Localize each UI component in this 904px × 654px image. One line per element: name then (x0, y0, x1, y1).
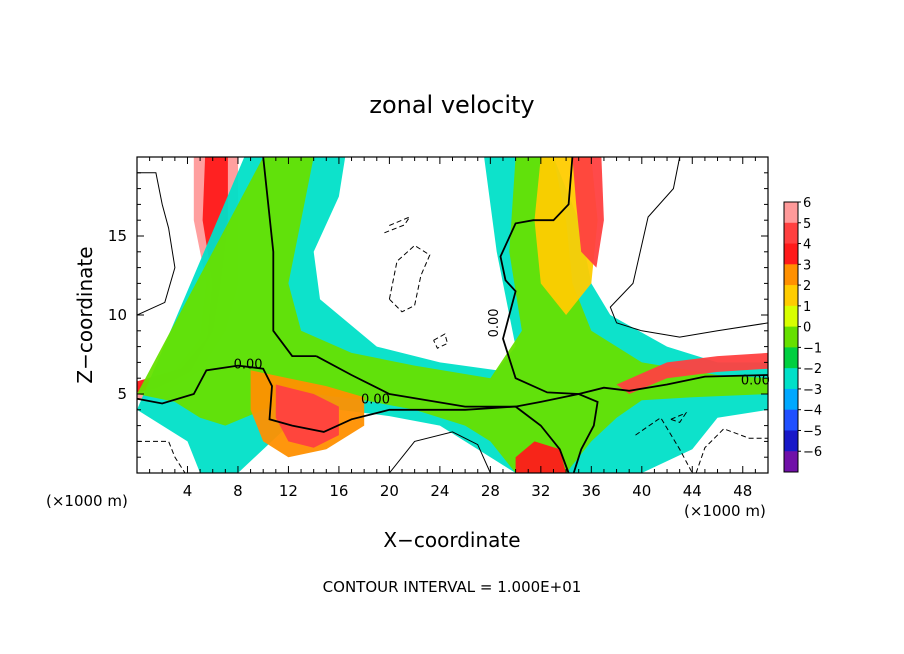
region-bottom-right-hot (515, 441, 567, 473)
x-tick-label: 20 (380, 482, 399, 500)
contour-line-dashed (670, 411, 688, 423)
contour-line-dashed (388, 244, 431, 313)
contour-label: 0.00 (361, 392, 390, 407)
x-tick-label: 16 (329, 482, 348, 500)
contour-line-dashed (137, 440, 186, 473)
contour-line-dashed (433, 333, 449, 349)
contour-label: 0.00 (234, 358, 263, 373)
contour-labels: 0.00 0.00 0.00 0.00 (234, 308, 770, 407)
x-tick-label: 8 (233, 482, 243, 500)
colorbar-label: 6 (803, 196, 811, 211)
contour-interval-note: CONTOUR INTERVAL = 1.000E+01 (323, 578, 582, 596)
colorbar-label: −5 (803, 424, 822, 439)
x-unit-right: (×1000 m) (684, 502, 766, 520)
colorbar-label: −6 (803, 445, 822, 460)
colorbar-swatch (784, 285, 798, 307)
plot-area (137, 157, 768, 473)
y-axis-label: Z−coordinate (73, 246, 97, 383)
colorbar-swatch (784, 451, 798, 473)
x-unit-left: (×1000 m) (46, 492, 128, 510)
x-tick-label: 48 (733, 482, 752, 500)
colorbar-swatch (784, 202, 798, 224)
y-tick-label: 15 (108, 227, 127, 245)
colorbar-label: −3 (803, 383, 822, 398)
colorbar-label: −4 (803, 404, 822, 419)
chart-title: zonal velocity (369, 91, 534, 119)
x-tick-label: 4 (183, 482, 193, 500)
contour-line-thin (137, 172, 176, 316)
colorbar: 6 5 4 3 2 1 0 −1 −2 −3 −4 −5 −6 (783, 196, 822, 473)
x-tick-label: 32 (531, 482, 550, 500)
y-tick-label: 10 (108, 306, 127, 324)
heatmap-fill-layer (137, 157, 768, 473)
contour-line-solid (262, 157, 317, 358)
colorbar-swatch (784, 388, 798, 411)
colorbar-swatch (784, 368, 798, 390)
colorbar-label: −1 (803, 341, 822, 356)
y-axis: 5 10 15 (108, 172, 768, 458)
colorbar-frame (783, 201, 799, 473)
contour-line-thin (609, 157, 768, 338)
contour-line-thin (389, 431, 491, 473)
colorbar-label: 2 (803, 279, 811, 294)
x-tick-label: 28 (481, 482, 500, 500)
region-upper-right-core (572, 157, 604, 268)
contour-line-dashed (384, 215, 411, 234)
colorbar-label: 1 (803, 300, 811, 315)
contour-line-solid (499, 157, 599, 473)
x-tick-label: 40 (632, 482, 651, 500)
contour-lines-layer (137, 157, 768, 473)
colorbar-swatch (784, 222, 798, 245)
x-tick-label: 36 (582, 482, 601, 500)
colorbar-swatch (784, 264, 798, 286)
colorbar-swatch (784, 409, 798, 431)
y-tick-label: 5 (117, 385, 127, 403)
x-axis-label: X−coordinate (383, 528, 520, 552)
x-tick-label: 12 (279, 482, 298, 500)
colorbar-label: 3 (803, 258, 811, 273)
region-left-jet-core (137, 157, 228, 393)
colorbar-label: −2 (803, 362, 822, 377)
colorbar-swatch (784, 347, 798, 369)
x-tick-label: 44 (683, 482, 702, 500)
contour-label: 0.00 (741, 374, 770, 389)
contour-line-dashed (635, 416, 693, 473)
contour-line-dashed (695, 428, 768, 473)
colorbar-swatch (784, 305, 798, 328)
colorbar-swatch (784, 430, 798, 452)
colorbar-label: 4 (803, 238, 811, 253)
colorbar-swatch (784, 326, 798, 348)
region-right-jet (616, 352, 768, 394)
contour-line-solid (315, 355, 768, 408)
x-tick-label: 24 (430, 482, 449, 500)
contour-label: 0.00 (487, 308, 502, 337)
colorbar-label: 5 (803, 217, 811, 232)
contour-line-solid (137, 364, 570, 473)
colorbar-swatch (784, 243, 798, 265)
colorbar-label: 0 (803, 321, 811, 336)
x-axis: 4 8 12 16 20 24 28 32 36 40 44 48 (149, 157, 756, 500)
